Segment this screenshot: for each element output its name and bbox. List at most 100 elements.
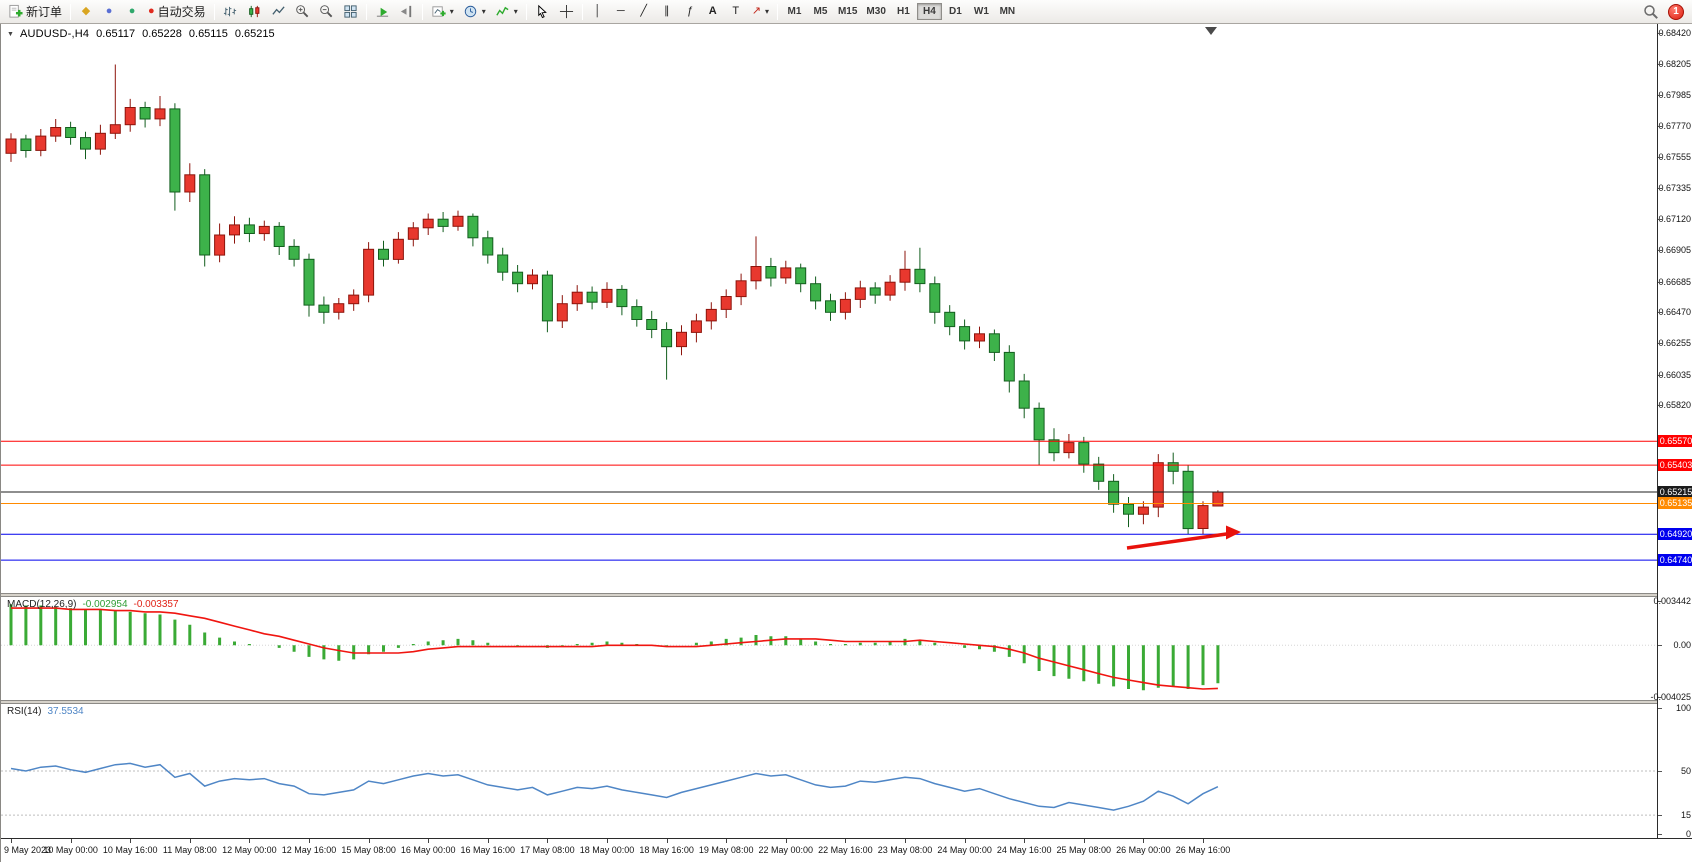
zoom-out-button[interactable] (315, 2, 338, 22)
line-chart-mode-button[interactable] (267, 2, 290, 22)
horizontal-line-tool-button[interactable]: ─ (610, 2, 632, 22)
panel-splitter[interactable] (1, 593, 1657, 597)
crosshair-tool-button[interactable] (555, 2, 578, 22)
timeframe-m1-button[interactable]: M1 (787, 6, 802, 17)
price-tick-mark (1658, 343, 1662, 345)
periods-button[interactable]: ▾ (459, 2, 490, 22)
price-level-badge: 0.65403 (1658, 459, 1692, 472)
price-level-badge: 0.64740 (1658, 554, 1692, 567)
macd-panel[interactable]: MACD(12,26,9) -0.002954 -0.003357 (1, 597, 1657, 700)
rsi-chart[interactable] (1, 704, 1657, 838)
time-tick-label: 17 May 08:00 (520, 845, 575, 855)
timeframe-w1-button[interactable]: W1 (973, 6, 989, 17)
toolbar-separator (581, 3, 583, 20)
tile-windows-button[interactable] (339, 2, 362, 22)
macd-svg (1, 604, 1657, 691)
price-tick-label: 0.67120 (1658, 214, 1691, 225)
candlestick-mode-button[interactable] (243, 2, 266, 22)
navigator-button[interactable]: ● (98, 2, 120, 22)
time-tick-mark (547, 839, 549, 843)
price-tick-label: 0.67985 (1658, 90, 1691, 101)
auto-scroll-button[interactable] (371, 2, 394, 22)
price-tick-mark (1658, 312, 1662, 314)
rsi-label: RSI(14) 37.5534 (7, 706, 84, 717)
autotrade-button[interactable]: ● 自动交易 (144, 2, 210, 22)
time-tick-label: 22 May 16:00 (818, 845, 873, 855)
price-tick-label: 100 (1675, 703, 1691, 713)
toolbar-separator (70, 3, 72, 20)
price-tick-label: 0.68205 (1658, 58, 1691, 69)
time-tick-mark (964, 839, 966, 843)
price-tick-label: 0.66035 (1658, 369, 1691, 380)
timeframe-mn-button[interactable]: MN (999, 6, 1016, 17)
text-tool-button[interactable]: A (702, 2, 724, 22)
toolbar-separator (213, 3, 215, 20)
new-order-label: 新订单 (26, 5, 63, 19)
fibonacci-icon: ƒ (686, 5, 693, 17)
arrows-tool-button[interactable]: ↗ ▾ (748, 2, 773, 22)
time-tick-mark (487, 839, 489, 843)
time-tick-mark (249, 839, 251, 843)
fibonacci-tool-button[interactable]: ƒ (679, 2, 701, 22)
time-axis[interactable]: 9 May 2023 10 May 00:00 10 May 16:00 11 May… (1, 838, 1692, 862)
vertical-line-tool-button[interactable]: │ (587, 2, 609, 22)
price-tick-mark (1658, 281, 1662, 283)
indicators-button[interactable]: ▾ (491, 2, 522, 22)
notification-badge[interactable]: 1 (1668, 3, 1684, 20)
time-tick-label: 18 May 00:00 (579, 845, 635, 855)
timeframe-m5-button[interactable]: M5 (813, 6, 828, 17)
price-tick-label: -0.004025 (1650, 692, 1691, 702)
time-tick-mark (726, 839, 728, 843)
rsi-svg (1, 762, 1657, 816)
time-tick-mark (845, 839, 847, 843)
close-value: 0.65215 (234, 28, 275, 40)
price-tick-mark (1658, 645, 1662, 647)
chart-shift-icon (400, 5, 411, 18)
market-watch-button[interactable]: ◆ (75, 2, 97, 22)
price-tick-label: 0.003442 (1653, 596, 1691, 607)
label-tool-button[interactable]: T (725, 2, 747, 22)
terminal-button[interactable]: ● (121, 2, 143, 22)
time-tick-mark (666, 839, 668, 843)
time-tick-label: 23 May 08:00 (877, 845, 933, 855)
timeframe-m15-button[interactable]: M15 (837, 6, 858, 17)
price-tick-label: 0.00 (1673, 640, 1691, 651)
price-tick-mark (1658, 374, 1662, 376)
timeframe-h4-button[interactable]: H4 (916, 3, 942, 20)
candlestick-chart[interactable] (1, 24, 1657, 593)
price-tick-mark (1658, 33, 1662, 35)
zoom-out-icon (319, 5, 333, 18)
panel-splitter[interactable] (1, 700, 1657, 704)
price-tick-mark (1658, 405, 1662, 407)
chart-shift-button[interactable] (395, 2, 418, 22)
bar-chart-mode-button[interactable] (219, 2, 242, 22)
timeframe-m30-button[interactable]: M30 (866, 6, 886, 17)
channel-tool-button[interactable]: ∥ (656, 2, 678, 22)
time-tick-label: 18 May 16:00 (639, 845, 694, 855)
horizontal-level-lines[interactable] (1, 440, 1657, 561)
rsi-panel[interactable]: RSI(14) 37.5534 (1, 704, 1657, 838)
time-tick-label: 19 May 08:00 (698, 845, 754, 855)
price-tick-label: 0.67555 (1658, 151, 1691, 162)
current-price-badge: 0.65215 (1658, 486, 1692, 499)
chart-panels: ▼ AUDUSD-,H4 0.65117 0.65228 0.65115 0.6… (1, 24, 1657, 838)
timeframe-d1-button[interactable]: D1 (948, 6, 962, 17)
zoom-in-button[interactable] (291, 2, 314, 22)
chart-shift-marker[interactable] (1205, 27, 1217, 35)
cursor-tool-button[interactable] (531, 2, 554, 22)
horizontal-line-icon: ─ (616, 5, 625, 17)
macd-chart[interactable] (1, 597, 1657, 700)
price-chart-panel[interactable]: ▼ AUDUSD-,H4 0.65117 0.65228 0.65115 0.6… (1, 24, 1657, 593)
new-order-icon (9, 4, 23, 18)
price-axis[interactable]: 0.68420 0.68205 0.67985 0.67770 0.67555 0.673… (1650, 24, 1692, 839)
trendline-tool-button[interactable]: ╱ (633, 2, 655, 22)
price-level-badge: 0.65570 (1658, 435, 1692, 448)
terminal-icon: ● (128, 5, 136, 17)
trend-arrow-object[interactable] (1126, 525, 1241, 550)
timeframe-h1-button[interactable]: H1 (896, 6, 910, 17)
time-tick-label: 26 May 00:00 (1116, 845, 1171, 855)
time-tick-mark (130, 839, 132, 843)
new-chart-button[interactable]: ▾ (427, 2, 458, 22)
search-button[interactable] (1639, 2, 1663, 22)
new-order-button[interactable]: 新订单 (4, 2, 66, 22)
